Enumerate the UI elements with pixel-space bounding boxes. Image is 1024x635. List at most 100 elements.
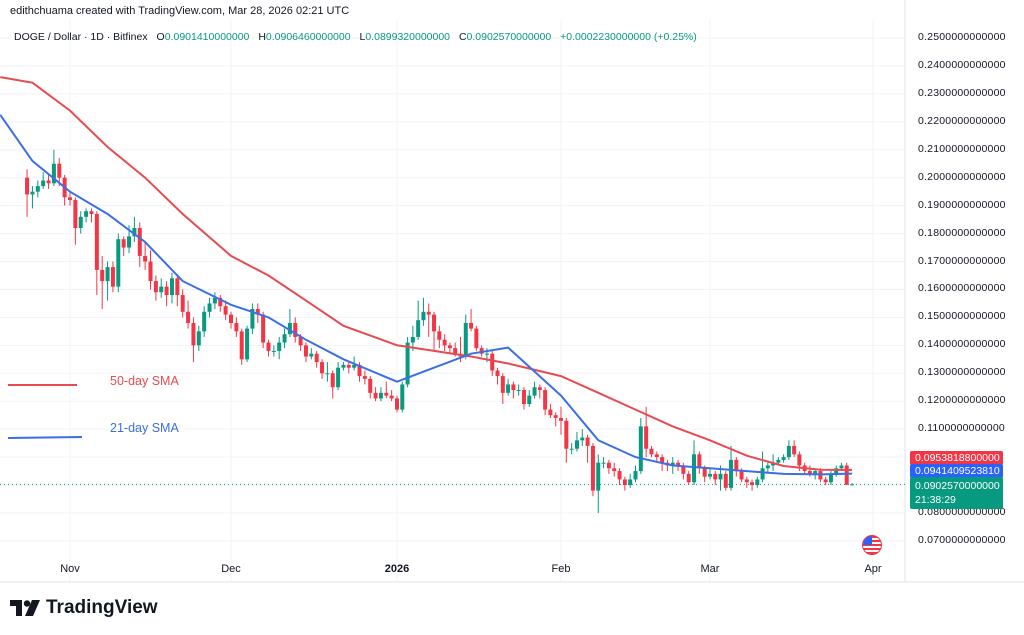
- candle: [564, 417, 569, 463]
- candle: [84, 208, 89, 223]
- price-label: 0.2200000000000: [918, 114, 1006, 127]
- candle-body: [839, 465, 844, 469]
- candle-body: [596, 462, 601, 491]
- candle: [250, 303, 255, 335]
- candle: [239, 328, 244, 365]
- candle-body: [718, 473, 723, 480]
- candle: [527, 390, 532, 407]
- candle: [35, 180, 40, 198]
- candle: [516, 384, 521, 396]
- candle-body: [692, 454, 697, 483]
- candle-body: [527, 395, 532, 405]
- candle: [755, 476, 760, 488]
- us-flag-icon[interactable]: [862, 535, 882, 555]
- candle-body: [823, 479, 828, 483]
- candle-body: [30, 191, 35, 195]
- candle: [314, 350, 319, 368]
- candle-body: [196, 331, 201, 346]
- candle-body: [416, 320, 421, 337]
- price-label: 0.1800000000000: [918, 226, 1006, 239]
- candle: [68, 191, 72, 206]
- candle-body: [25, 177, 30, 195]
- candle-body: [169, 278, 174, 296]
- candle-body: [84, 211, 89, 217]
- candle: [506, 378, 511, 396]
- candle: [229, 311, 233, 329]
- candle-body: [548, 409, 553, 416]
- candle: [202, 306, 207, 337]
- candle: [341, 362, 346, 371]
- candle-body: [410, 336, 415, 343]
- candle-body: [442, 339, 447, 346]
- candle-body: [94, 214, 99, 270]
- candle-body: [57, 163, 62, 178]
- candle-body: [234, 322, 239, 332]
- candle: [792, 440, 797, 458]
- candle: [400, 381, 405, 413]
- candle: [596, 454, 601, 513]
- candle: [395, 395, 399, 413]
- sma21-line: [0, 114, 853, 476]
- candle: [100, 255, 105, 310]
- candle: [245, 325, 250, 363]
- candle: [223, 300, 228, 321]
- candle: [463, 314, 468, 360]
- price-label: 0.1300000000000: [918, 366, 1006, 379]
- candle: [78, 211, 83, 234]
- candle-body: [437, 331, 442, 340]
- candle-body: [633, 471, 638, 480]
- candle-body: [309, 353, 314, 357]
- candle-body: [282, 334, 287, 343]
- candle: [474, 325, 479, 351]
- candle: [164, 281, 169, 307]
- time-label-2026: 2026: [384, 563, 410, 575]
- candle-body: [479, 348, 484, 354]
- candle: [261, 311, 266, 349]
- candle-body: [797, 454, 802, 466]
- candle: [51, 149, 56, 187]
- candle-body: [622, 479, 627, 486]
- candle: [105, 261, 110, 301]
- candle-body: [239, 331, 244, 360]
- time-label-mar: Mar: [700, 563, 720, 575]
- candle-body: [105, 267, 110, 282]
- ohlc-legend: DOGE / Dollar · 1D · Bitfinex O0.0901410…: [14, 31, 697, 43]
- candle: [437, 325, 442, 349]
- candle: [132, 216, 137, 242]
- candle-body: [580, 437, 585, 441]
- candle: [479, 345, 484, 357]
- candle: [325, 362, 330, 382]
- candle: [606, 459, 611, 474]
- candle: [686, 471, 691, 486]
- candle: [218, 295, 223, 312]
- candle-body: [384, 392, 389, 396]
- candle-body: [218, 297, 223, 307]
- sma50-line: [0, 76, 853, 471]
- candle: [708, 468, 712, 480]
- candle-body: [500, 376, 505, 393]
- candle: [346, 362, 351, 374]
- bar-countdown: 21:38:29: [915, 494, 956, 506]
- time-label-nov: Nov: [60, 563, 80, 575]
- candle-body: [180, 295, 185, 312]
- candle: [426, 303, 431, 337]
- candle: [432, 311, 437, 351]
- candle: [41, 172, 46, 189]
- candle: [309, 348, 314, 360]
- symbol-title[interactable]: DOGE / Dollar · 1D · Bitfinex: [14, 31, 148, 43]
- candle-body: [723, 473, 728, 488]
- candle-body: [121, 239, 126, 248]
- candle-body: [813, 471, 818, 474]
- low-value: 0.0899320000000: [365, 31, 451, 43]
- candle: [495, 367, 500, 385]
- candle-body: [325, 373, 330, 375]
- candle: [723, 471, 728, 491]
- candle: [612, 462, 617, 477]
- candle: [368, 376, 373, 399]
- candle-body: [78, 216, 83, 228]
- candle-body: [569, 448, 574, 450]
- candle-body: [373, 392, 378, 399]
- candle-body: [229, 314, 233, 323]
- candle-body: [744, 479, 749, 483]
